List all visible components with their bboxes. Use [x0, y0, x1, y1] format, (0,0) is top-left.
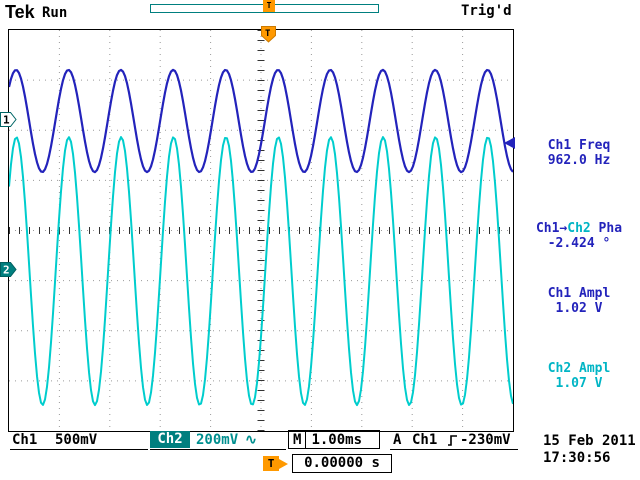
- measurement-label: Ch1→Ch2 Pha: [520, 221, 638, 236]
- readout-underline: [390, 449, 518, 450]
- measurement-ch1-ampl: Ch1 Ampl 1.02 V: [520, 286, 638, 316]
- tek-logo: Tek: [5, 2, 35, 22]
- timebase-readout: M 1.00ms: [288, 430, 380, 449]
- timebase-divider: [305, 431, 307, 448]
- measurement-label: Ch1 Freq: [547, 138, 611, 153]
- channel2-marker-label: 2: [3, 264, 10, 277]
- phase-arrow: →: [559, 221, 568, 236]
- trigger-flag-label: T: [265, 29, 271, 39]
- measurement-label: Ch1 Ampl: [547, 286, 611, 301]
- measurement-ch2-ampl: Ch2 Ampl 1.07 V: [520, 361, 638, 391]
- ch2-readout-label: Ch2: [150, 431, 190, 448]
- graticule: [8, 29, 514, 432]
- channel2-marker-shape: [0, 262, 17, 277]
- trigger-position-arrow-icon: [279, 459, 288, 469]
- trigger-flag-shape: [261, 26, 276, 43]
- time-readout: 17:30:56: [543, 450, 611, 466]
- ch2-scale-value: 200mV: [196, 432, 239, 448]
- channel1-marker-label: 1: [3, 114, 10, 127]
- trigger-position-indicator: T: [263, 0, 275, 12]
- ch2-coupling-icon: ∿: [245, 432, 257, 448]
- trigger-flag-icon: T: [261, 26, 276, 43]
- measurement-ch1-freq: Ch1 Freq 962.0 Hz: [520, 138, 638, 168]
- readout-underline: [150, 449, 286, 450]
- phase-dst: Ch2: [567, 221, 591, 236]
- trigger-status: Trig'd: [461, 3, 512, 19]
- channel1-marker-shape: [0, 112, 17, 127]
- trigger-position-readout: 0.00000 s: [292, 454, 392, 473]
- measurement-value: 1.02 V: [555, 301, 603, 316]
- trigger-position-tag: T: [263, 456, 279, 471]
- trigger-mode-readout: A: [393, 432, 402, 448]
- trigger-level-arrow-icon: [504, 137, 515, 149]
- ch2-scale-readout: 200mV ∿: [196, 432, 257, 448]
- measurement-value: -2.424 °: [547, 236, 611, 251]
- readout-underline: [10, 449, 148, 450]
- trigger-source-readout: Ch1: [412, 432, 438, 448]
- measurement-value: 962.0 Hz: [547, 153, 611, 168]
- timebase-value: 1.00ms: [311, 431, 363, 448]
- acquisition-state: Run: [42, 5, 68, 21]
- phase-type: Pha: [590, 221, 623, 236]
- date-readout: 15 Feb 2011: [543, 433, 636, 449]
- ch1-readout-label: Ch1: [12, 432, 38, 448]
- trigger-level-readout: -230mV: [460, 432, 511, 448]
- waveform-display: [9, 30, 513, 431]
- measurement-value: 1.07 V: [555, 376, 603, 391]
- measurement-label: Ch2 Ampl: [547, 361, 611, 376]
- measurement-ch1-ch2-phase: Ch1→Ch2 Pha -2.424 °: [520, 221, 638, 251]
- rising-edge-icon: [448, 435, 457, 446]
- phase-src: Ch1: [535, 221, 560, 236]
- channel1-marker: 1: [0, 112, 17, 127]
- ch1-scale-readout: 500mV: [55, 432, 98, 448]
- timebase-prefix: M: [293, 431, 302, 448]
- channel2-marker: 2: [0, 262, 17, 277]
